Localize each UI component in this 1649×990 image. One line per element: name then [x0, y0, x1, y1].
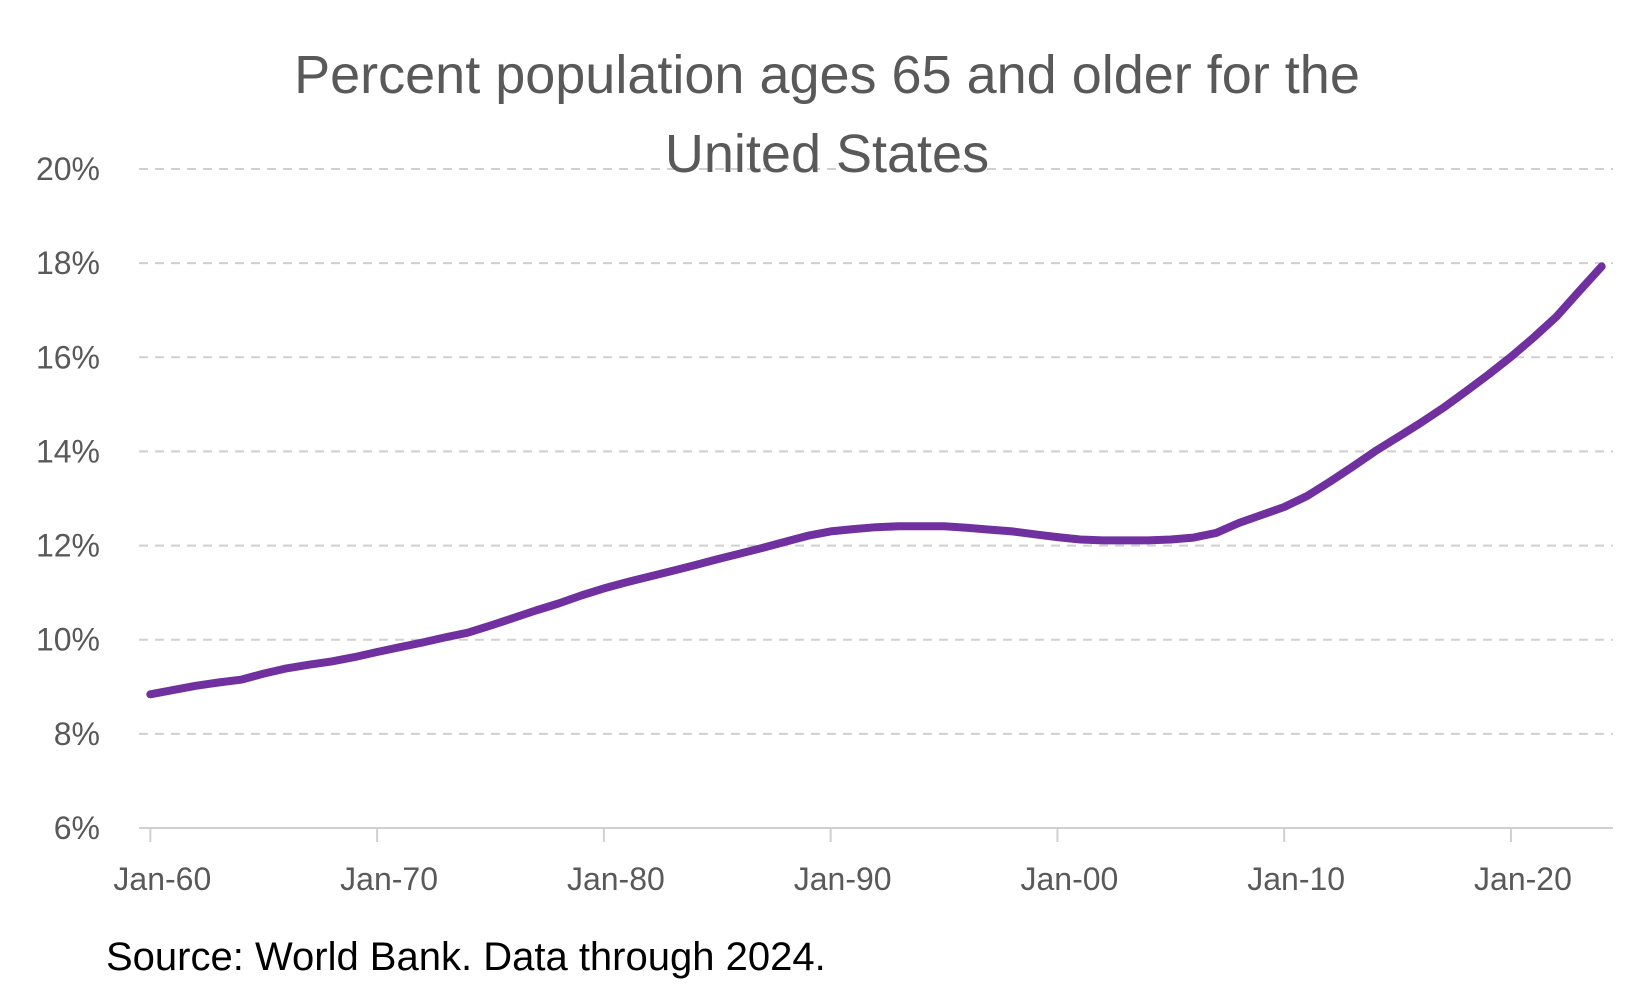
tick-labels: 6% 8% 10% 12% 14% 16% 18% 20% Jan-60 Jan-70 Jan-80… — [36, 151, 1572, 897]
gridlines — [139, 168, 1613, 735]
chart-title-line-2: United States — [665, 124, 989, 184]
series-line — [146, 262, 1606, 699]
x-tick-label: Jan-10 — [1247, 861, 1345, 897]
x-tick-label: Jan-60 — [113, 861, 211, 897]
chart-title-line-1: Percent population ages 65 and older for… — [294, 45, 1360, 105]
x-tick-label: Jan-00 — [1020, 861, 1118, 897]
x-tick-label: Jan-70 — [340, 861, 438, 897]
source-note: Source: World Bank. Data through 2024. — [106, 935, 826, 979]
x-tick-label: Jan-90 — [794, 861, 892, 897]
y-tick-label: 18% — [36, 245, 100, 281]
y-tick-label: 8% — [54, 716, 100, 752]
y-tick-label: 20% — [36, 151, 100, 187]
x-axis — [139, 827, 1613, 842]
y-tick-label: 14% — [36, 433, 100, 469]
x-tick-label: Jan-80 — [567, 861, 665, 897]
y-tick-label: 10% — [36, 622, 100, 658]
x-tick-label: Jan-20 — [1474, 861, 1572, 897]
series-layer — [146, 262, 1606, 699]
y-tick-label: 16% — [36, 339, 100, 375]
y-tick-label: 6% — [54, 810, 100, 846]
y-tick-label: 12% — [36, 528, 100, 564]
